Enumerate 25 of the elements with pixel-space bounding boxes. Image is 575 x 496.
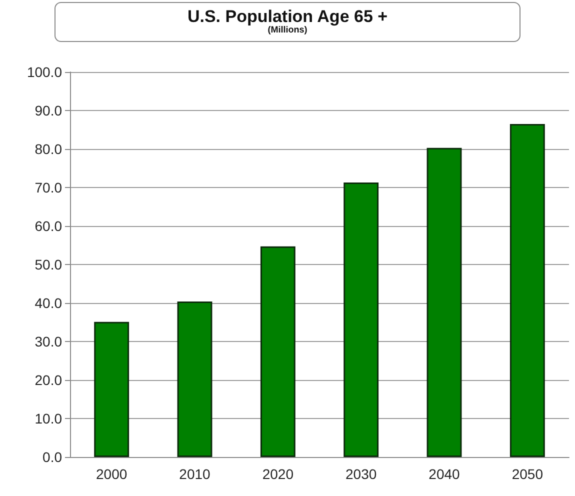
y-tick-label: 50.0 — [34, 256, 62, 272]
y-tick-label: 80.0 — [34, 141, 62, 157]
bar — [344, 182, 379, 457]
y-tick-label: 20.0 — [34, 372, 62, 388]
x-tick-label: 2010 — [179, 466, 211, 482]
y-tick-label: 60.0 — [34, 218, 62, 234]
y-tick-label: 40.0 — [34, 295, 62, 311]
y-tick-label: 30.0 — [34, 334, 62, 350]
x-tick-label: 2050 — [512, 466, 544, 482]
y-tick-label: 90.0 — [34, 102, 62, 118]
y-tick-label: 70.0 — [34, 180, 62, 196]
bar — [260, 246, 296, 457]
y-tick-label: 100.0 — [26, 64, 62, 80]
y-tick-label: 0.0 — [42, 449, 62, 465]
bar — [177, 301, 212, 457]
x-tick-label: 2040 — [428, 466, 460, 482]
x-tick-label: 2000 — [96, 466, 128, 482]
chart-subtitle: (Millions) — [268, 24, 308, 34]
chart-title: U.S. Population Age 65 + — [187, 7, 388, 26]
bar — [510, 124, 545, 457]
x-tick-label: 2020 — [262, 466, 294, 482]
bar — [426, 148, 462, 457]
x-tick-label: 2030 — [346, 466, 377, 482]
y-tick-label: 10.0 — [34, 410, 62, 426]
bar — [94, 322, 130, 457]
